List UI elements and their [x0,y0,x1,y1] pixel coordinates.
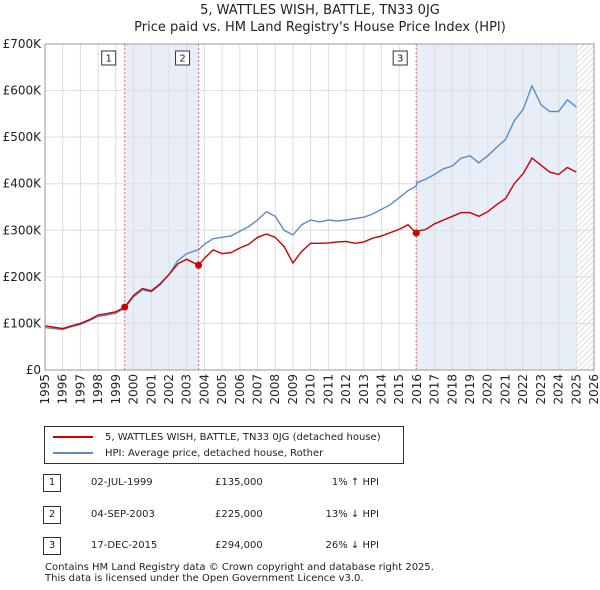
x-tick-label: 2002 [162,374,176,405]
x-tick-label: 2003 [180,374,194,405]
price-chart: 5, WATTLES WISH, BATTLE, TN33 0JG Price … [3,3,600,405]
y-tick-label: £200K [3,270,43,284]
x-tick-label: 2016 [410,374,424,405]
legend-label-property: 5, WATTLES WISH, BATTLE, TN33 0JG (detac… [105,431,381,443]
sale-label-box [392,50,408,66]
ownership-shade [416,44,577,370]
y-tick-label: £500K [3,130,43,144]
x-tick-label: 2026 [587,374,600,405]
x-tick-label: 2018 [445,374,459,405]
sale-label: 2 [179,54,185,65]
sale-marker [121,303,129,311]
sale-price: £294,000 [215,540,263,551]
x-tick-label: 2019 [463,374,477,405]
sale-hpi-diff: 13% ↓ HPI [325,509,379,520]
y-tick-label: £300K [3,223,43,237]
sale-label: 3 [397,54,403,65]
hpi-line [44,84,577,331]
x-tick-label: 2025 [569,374,583,405]
sale-hpi-diff: 26% ↓ HPI [325,540,379,551]
sale-date: 17-DEC-2015 [91,540,158,551]
x-tick-label: 2000 [127,374,141,405]
chart-subtitle: Price paid vs. HM Land Registry's House … [134,20,506,35]
x-tick-label: 2012 [339,374,353,405]
x-tick-label: 1995 [38,374,52,405]
ownership-shade [124,44,199,370]
x-tick-label: 2001 [144,374,158,405]
legend-swatch-property [53,436,93,438]
sale-date: 02-JUL-1999 [91,477,153,488]
x-tick-label: 2011 [321,374,335,405]
sale-hpi-diff: 1% ↑ HPI [331,477,379,488]
y-tick-label: £100K [3,316,43,330]
sale-marker [412,229,420,237]
x-tick-label: 2007 [251,374,265,405]
sale-label-box [101,50,117,66]
x-tick-label: 2010 [304,374,318,405]
sale-price: £225,000 [215,509,263,520]
table-row: 2 04-SEP-2003 £225,000 13% ↓ HPI [43,504,463,524]
legend-item-property: 5, WATTLES WISH, BATTLE, TN33 0JG (detac… [53,430,381,444]
footer-copyright: Contains HM Land Registry data © Crown c… [45,562,434,573]
footer-licence: This data is licensed under the Open Gov… [45,573,364,584]
x-tick-label: 1998 [91,374,105,405]
table-row: 3 17-DEC-2015 £294,000 26% ↓ HPI [43,535,463,555]
x-tick-label: 2013 [357,374,371,405]
x-tick-label: 2017 [428,374,442,405]
forecast-hatch [576,44,594,370]
x-tick-label: 2015 [392,374,406,405]
y-tick-label: £400K [3,177,43,191]
x-tick-label: 1996 [56,374,70,405]
y-tick-label: £0 [26,363,41,377]
x-tick-label: 2008 [268,374,282,405]
x-tick-label: 2009 [286,374,300,405]
legend: 5, WATTLES WISH, BATTLE, TN33 0JG (detac… [44,426,404,464]
footer: Contains HM Land Registry data © Crown c… [45,562,434,584]
y-tick-label: £700K [3,37,43,51]
sale-number: 2 [43,506,61,524]
x-tick-label: 2024 [552,374,566,405]
sale-date: 04-SEP-2003 [91,509,155,520]
sale-number: 1 [43,474,61,492]
x-tick-label: 2005 [215,374,229,405]
sale-price: £135,000 [215,477,263,488]
x-tick-label: 2020 [481,374,495,405]
sale-label: 1 [106,54,112,65]
x-tick-label: 2014 [374,374,388,405]
sale-label-box [175,50,191,66]
x-tick-label: 1997 [73,374,87,405]
plot-frame [44,43,595,371]
x-tick-label: 2004 [197,374,211,405]
sale-number: 3 [43,537,61,555]
sale-marker [195,261,203,269]
table-row: 1 02-JUL-1999 £135,000 1% ↑ HPI [43,472,463,492]
legend-swatch-hpi [53,452,93,454]
x-tick-label: 2022 [516,374,530,405]
plot-area: 1 2 3 £0 £100K £200K £300K £400K £500K £600K £700K… [3,37,600,405]
property-line [44,157,577,330]
y-tick-label: £600K [3,84,43,98]
x-tick-label: 2023 [534,374,548,405]
legend-item-hpi: HPI: Average price, detached house, Roth… [53,446,323,460]
x-tick-label: 2021 [498,374,512,405]
chart-title: 5, WATTLES WISH, BATTLE, TN33 0JG [200,3,440,18]
x-tick-label: 2006 [233,374,247,405]
legend-label-hpi: HPI: Average price, detached house, Roth… [105,447,324,459]
x-tick-label: 1999 [109,374,123,405]
